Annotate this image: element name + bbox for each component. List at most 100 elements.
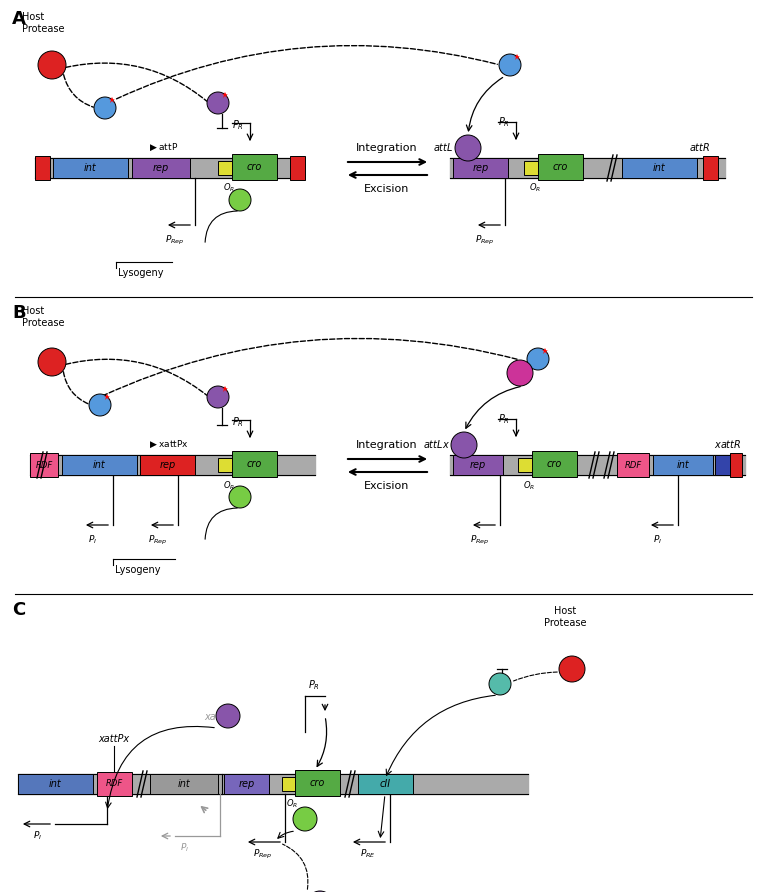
FancyBboxPatch shape (62, 455, 137, 475)
FancyBboxPatch shape (35, 156, 50, 180)
Text: rep: rep (239, 779, 255, 789)
FancyBboxPatch shape (218, 161, 240, 175)
FancyBboxPatch shape (730, 453, 742, 477)
Text: int: int (676, 460, 690, 470)
Circle shape (527, 348, 549, 370)
FancyBboxPatch shape (150, 774, 218, 794)
Circle shape (559, 656, 585, 682)
Text: $P_{Rep}$: $P_{Rep}$ (476, 234, 495, 247)
Text: $P_I$: $P_I$ (34, 830, 42, 843)
Text: Host
Protease: Host Protease (22, 12, 64, 34)
Text: Integration: Integration (356, 440, 418, 450)
Text: Host
Protease: Host Protease (22, 306, 64, 327)
Text: $P_{RE}$: $P_{RE}$ (360, 848, 376, 861)
Text: int: int (93, 460, 106, 470)
Text: $P_R$: $P_R$ (498, 115, 510, 128)
FancyBboxPatch shape (224, 774, 269, 794)
FancyBboxPatch shape (358, 774, 413, 794)
FancyBboxPatch shape (453, 455, 503, 475)
FancyBboxPatch shape (532, 451, 577, 477)
Text: $O_R$: $O_R$ (523, 479, 535, 491)
FancyBboxPatch shape (232, 451, 277, 477)
Circle shape (307, 891, 333, 892)
Circle shape (499, 54, 521, 76)
Text: Lysogeny: Lysogeny (115, 565, 160, 575)
FancyBboxPatch shape (290, 156, 305, 180)
Text: $O_R$: $O_R$ (223, 182, 235, 194)
Text: Integration: Integration (356, 143, 418, 153)
Text: $O_R$: $O_R$ (529, 182, 541, 194)
FancyBboxPatch shape (622, 158, 697, 178)
Text: $P_R$: $P_R$ (308, 678, 320, 692)
FancyBboxPatch shape (617, 453, 649, 477)
Text: int: int (49, 779, 62, 789)
Text: Lysogeny: Lysogeny (118, 268, 163, 278)
FancyBboxPatch shape (715, 455, 730, 475)
Text: $P_{Rep}$: $P_{Rep}$ (253, 848, 273, 861)
FancyBboxPatch shape (218, 458, 240, 472)
Circle shape (38, 348, 66, 376)
Text: Host
Protease: Host Protease (544, 606, 586, 628)
Circle shape (89, 394, 111, 416)
Text: A: A (12, 10, 26, 28)
Text: att$R$: att$R$ (690, 141, 711, 153)
FancyBboxPatch shape (232, 154, 277, 180)
Text: int: int (84, 163, 97, 173)
FancyBboxPatch shape (140, 455, 195, 475)
FancyBboxPatch shape (538, 154, 583, 180)
Text: xattPx: xattPx (205, 712, 235, 722)
FancyBboxPatch shape (282, 777, 302, 791)
Circle shape (489, 673, 511, 695)
Text: $P_I$: $P_I$ (88, 534, 97, 547)
FancyBboxPatch shape (453, 158, 508, 178)
Text: int: int (653, 163, 666, 173)
Circle shape (293, 807, 317, 831)
Text: RDF: RDF (106, 780, 123, 789)
Text: $P_R$: $P_R$ (232, 118, 244, 132)
FancyBboxPatch shape (524, 161, 546, 175)
Text: Excision: Excision (364, 184, 410, 194)
Text: $P_{Rep}$: $P_{Rep}$ (165, 234, 185, 247)
Text: xattPx: xattPx (98, 734, 130, 744)
Circle shape (207, 386, 229, 408)
Text: int: int (178, 779, 190, 789)
FancyBboxPatch shape (295, 770, 340, 796)
Text: rep: rep (472, 163, 489, 173)
Text: cII: cII (380, 779, 391, 789)
FancyBboxPatch shape (132, 158, 190, 178)
FancyBboxPatch shape (30, 453, 58, 477)
Text: Excision: Excision (364, 481, 410, 491)
Text: cro: cro (247, 162, 262, 172)
FancyBboxPatch shape (97, 772, 132, 796)
Text: $\blacktriangleright$attP: $\blacktriangleright$attP (148, 142, 178, 153)
Circle shape (216, 704, 240, 728)
Circle shape (455, 135, 481, 161)
Text: B: B (12, 304, 25, 322)
Circle shape (451, 432, 477, 458)
Text: rep: rep (470, 460, 486, 470)
Circle shape (507, 360, 533, 386)
Text: cro: cro (247, 459, 262, 469)
Text: att$L$: att$L$ (433, 141, 453, 153)
Text: $P_I$: $P_I$ (180, 842, 189, 855)
Text: rep: rep (153, 163, 170, 173)
Text: RDF: RDF (624, 460, 642, 469)
Text: $\blacktriangleright$xattPx: $\blacktriangleright$xattPx (148, 438, 189, 450)
Text: $P_R$: $P_R$ (232, 415, 244, 429)
Text: rep: rep (160, 460, 176, 470)
Text: xatt$R$: xatt$R$ (714, 438, 742, 450)
FancyBboxPatch shape (53, 158, 128, 178)
Text: RDF: RDF (35, 460, 53, 469)
Text: att$Lx$: att$Lx$ (423, 438, 450, 450)
Text: cro: cro (310, 778, 325, 788)
Circle shape (229, 486, 251, 508)
Circle shape (94, 97, 116, 119)
Text: $O_R$: $O_R$ (286, 798, 298, 811)
FancyBboxPatch shape (703, 156, 718, 180)
Text: cro: cro (553, 162, 568, 172)
Circle shape (38, 51, 66, 79)
Text: $P_{Rep}$: $P_{Rep}$ (148, 534, 168, 547)
FancyBboxPatch shape (18, 774, 93, 794)
Text: cro: cro (547, 459, 562, 469)
Text: $O_R$: $O_R$ (223, 479, 235, 491)
